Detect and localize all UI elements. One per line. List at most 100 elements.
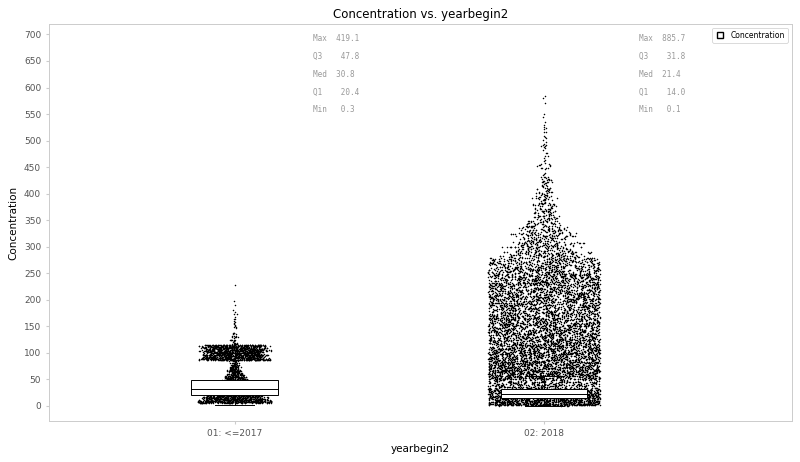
Point — [557, 365, 570, 372]
Point — [566, 335, 578, 342]
Point — [230, 384, 243, 391]
Point — [250, 397, 263, 405]
Point — [536, 352, 549, 359]
Point — [579, 272, 592, 279]
Point — [236, 370, 249, 377]
Point — [581, 358, 594, 365]
Point — [575, 373, 588, 381]
Point — [514, 356, 527, 363]
Point — [548, 232, 561, 240]
Point — [567, 324, 580, 332]
Point — [573, 309, 586, 316]
Point — [555, 395, 568, 402]
Point — [515, 373, 528, 381]
Point — [539, 388, 552, 395]
Point — [238, 398, 250, 406]
Point — [587, 275, 600, 282]
Point — [586, 325, 599, 332]
Point — [571, 264, 584, 272]
Point — [534, 200, 547, 207]
Point — [507, 303, 520, 310]
Point — [566, 324, 579, 331]
Point — [586, 335, 599, 342]
Point — [247, 343, 260, 351]
Point — [200, 394, 213, 401]
Point — [226, 346, 238, 353]
Point — [511, 333, 524, 340]
Point — [527, 297, 540, 304]
Point — [196, 399, 209, 406]
Point — [529, 275, 542, 282]
Point — [234, 390, 246, 398]
Point — [502, 316, 514, 323]
Point — [557, 382, 570, 389]
Point — [232, 380, 245, 387]
Point — [586, 393, 599, 400]
Point — [490, 332, 503, 339]
Point — [538, 345, 550, 353]
Point — [526, 237, 538, 244]
Point — [247, 395, 260, 403]
Point — [564, 322, 577, 330]
Point — [210, 349, 223, 357]
Point — [214, 356, 227, 363]
Point — [567, 399, 580, 407]
Point — [230, 385, 242, 393]
Point — [202, 394, 215, 401]
Point — [498, 358, 511, 365]
Point — [576, 391, 589, 398]
Point — [582, 401, 595, 408]
Point — [541, 393, 554, 401]
Point — [579, 390, 592, 397]
Point — [502, 318, 515, 325]
Point — [562, 321, 574, 328]
Point — [586, 278, 599, 286]
Point — [546, 310, 558, 317]
Point — [530, 345, 543, 353]
Point — [236, 397, 249, 405]
Point — [522, 248, 534, 255]
Point — [510, 334, 523, 342]
Point — [214, 351, 227, 358]
Point — [559, 396, 572, 404]
Point — [535, 160, 548, 168]
Point — [223, 368, 236, 376]
Point — [585, 331, 598, 339]
Point — [576, 334, 589, 342]
Point — [536, 241, 549, 249]
Point — [551, 342, 564, 349]
Point — [517, 377, 530, 384]
Point — [574, 266, 587, 274]
Point — [529, 388, 542, 395]
Point — [542, 358, 554, 365]
Point — [586, 356, 599, 364]
Point — [254, 354, 266, 361]
Point — [201, 394, 214, 401]
Point — [258, 398, 271, 406]
Point — [486, 368, 499, 375]
Point — [493, 401, 506, 408]
Point — [506, 391, 518, 399]
Point — [499, 356, 512, 363]
Point — [208, 354, 221, 362]
Point — [567, 369, 580, 377]
Point — [538, 316, 551, 323]
Point — [569, 256, 582, 263]
Point — [234, 380, 246, 388]
Point — [542, 222, 555, 230]
Point — [229, 347, 242, 354]
Point — [555, 315, 568, 322]
Point — [545, 379, 558, 387]
Point — [573, 291, 586, 298]
Point — [559, 364, 572, 371]
Point — [544, 396, 557, 403]
Point — [228, 360, 241, 367]
Point — [227, 393, 240, 401]
Point — [218, 356, 231, 363]
Point — [200, 351, 213, 359]
Point — [546, 267, 558, 275]
Point — [530, 396, 543, 403]
Point — [538, 214, 550, 222]
Point — [497, 261, 510, 268]
Point — [546, 211, 559, 219]
